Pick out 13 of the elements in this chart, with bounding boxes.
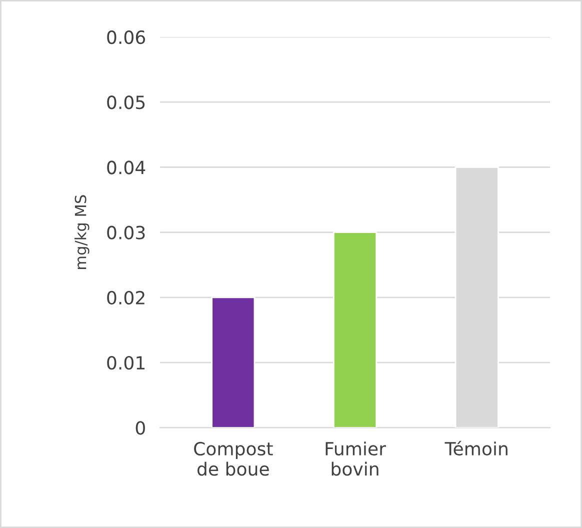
y-tick-label: 0.05 [107,96,145,110]
bar [333,232,378,428]
x-tick-label: Compost de boue [194,442,273,476]
y-tick-label: 0.04 [107,160,146,174]
bar [211,296,256,428]
y-axis-title: mg/kg MS [74,195,90,269]
y-tick-label: 0.03 [107,226,145,240]
x-tick-label: Fumier bovin [326,442,386,476]
y-tick-label: 0 [136,421,145,435]
y-tick-label: 0.02 [107,290,144,305]
x-tick-label: Témoin [444,440,508,456]
y-tick-label: 0.01 [107,356,144,370]
y-tick-label: 0.06 [107,30,146,44]
